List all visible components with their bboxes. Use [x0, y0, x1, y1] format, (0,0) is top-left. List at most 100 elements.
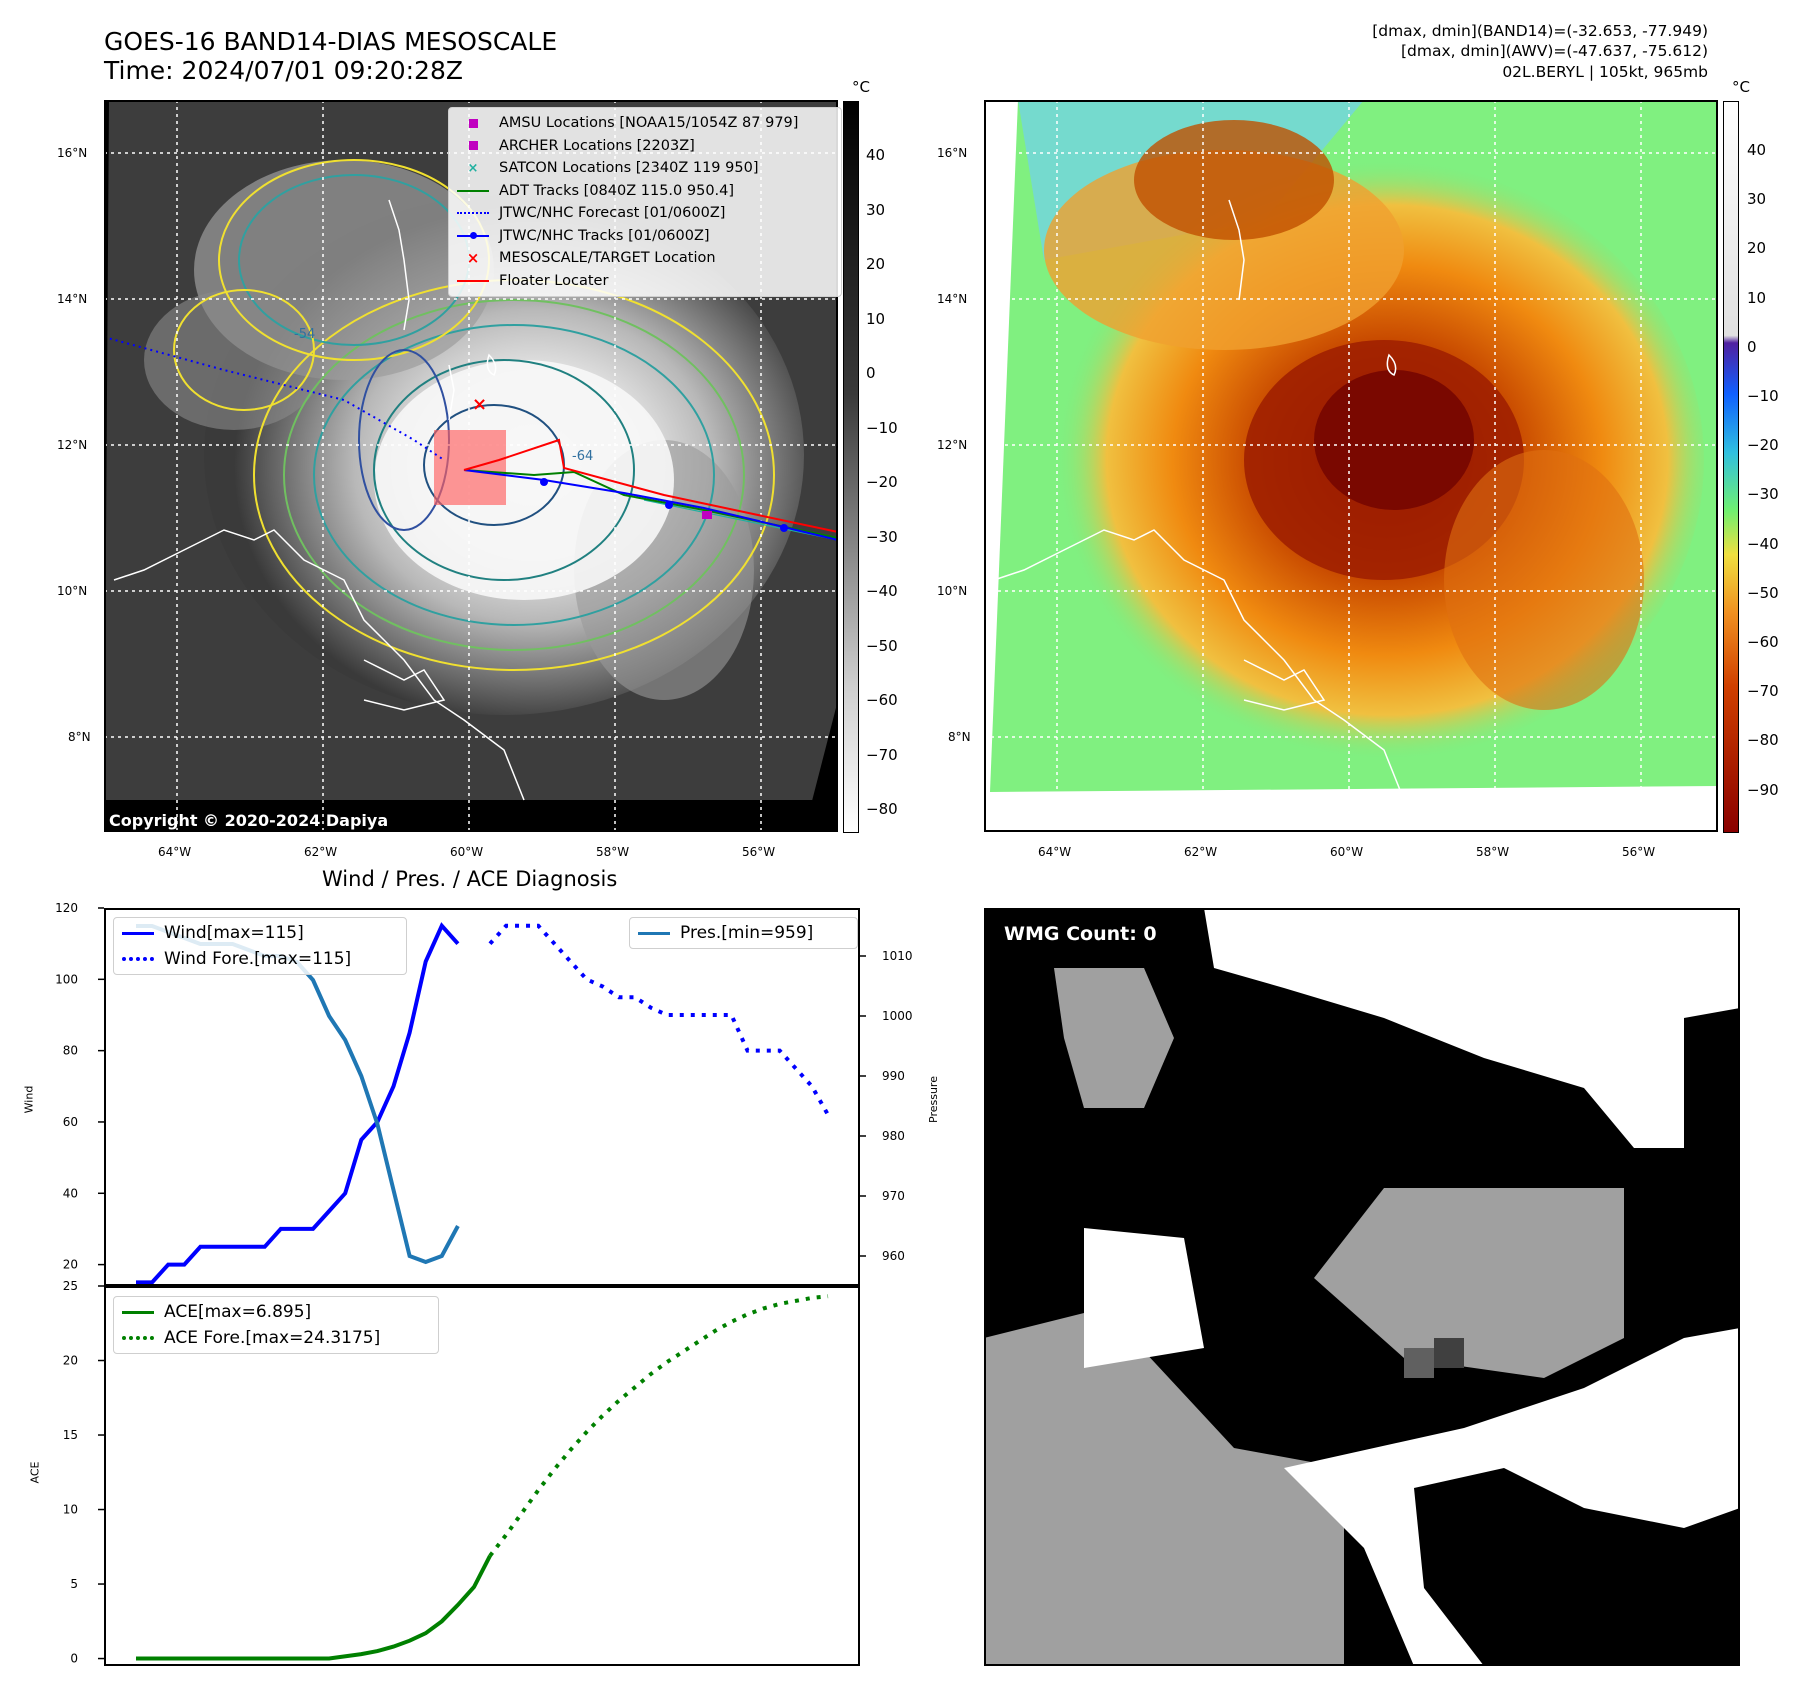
- wind-pressure-ytick-right-label: 1010: [882, 949, 913, 963]
- legend-label-wind-forecast: Wind Fore.[max=115]: [164, 949, 352, 969]
- ir-lon-tick-60w: 60°W: [450, 845, 484, 859]
- ir-colorbar-tick: 40: [866, 146, 886, 164]
- wind-pressure-ytick-right-label: 970: [882, 1189, 905, 1203]
- ir-colorbar-tick: −10: [866, 418, 898, 437]
- ir-satellite-panel: × -54 -64 AMSU Locations [NOAA15/1054Z 8…: [103, 100, 842, 832]
- wind-legend: Wind[max=115] Wind Fore.[max=115]: [113, 917, 407, 975]
- ir-lat-tick-14n: 14°N: [57, 292, 88, 306]
- ace-ytick-label: 5: [70, 1577, 78, 1591]
- wind-pressure-ytick-label: 120: [55, 901, 78, 915]
- svg-text:×: ×: [472, 394, 487, 415]
- legend-item-pressure: Pres.[min=959]: [636, 920, 851, 946]
- awv-colorbar-tick: −40: [1747, 534, 1779, 553]
- awv-colorbar-tick: 40: [1747, 141, 1767, 159]
- legend-item-archer: ARCHER Locations [2203Z]: [455, 135, 835, 158]
- ace-ytick-label: 25: [63, 1279, 78, 1293]
- ir-lat-tick-8n: 8°N: [68, 730, 91, 744]
- wind-pressure-ytick-label: 80: [63, 1044, 78, 1058]
- awv-panel-frame: [984, 100, 1718, 832]
- ace-series-line: [488, 1294, 829, 1558]
- ir-colorbar-tick: −60: [866, 691, 898, 709]
- awv-lat-tick-14n: 14°N: [937, 292, 968, 306]
- legend-label-wind: Wind[max=115]: [164, 923, 304, 943]
- awv-colorbar-tick: −60: [1747, 633, 1779, 651]
- wind-pressure-series-line: [136, 924, 460, 1265]
- ir-colorbar-tick: −80: [866, 800, 898, 818]
- legend-item-ace: ACE[max=6.895]: [120, 1299, 432, 1325]
- awv-lon-tick-64w: 64°W: [1038, 845, 1072, 859]
- diagnosis-chart-area: 20 40 60 80 100 120 960 970 980 990 1000 1010 0 5 10 15…: [55, 901, 913, 1666]
- ir-lon-tick-62w: 62°W: [304, 845, 338, 859]
- ir-lon-tick-64w: 64°W: [158, 845, 192, 859]
- figure-title-line1: GOES-16 BAND14-DIAS MESOSCALE: [104, 27, 558, 56]
- legend-label-satcon: SATCON Locations [2340Z 119 950]: [499, 160, 759, 177]
- legend-label-pressure: Pres.[min=959]: [680, 923, 814, 943]
- ir-colorbar-tick: −70: [866, 745, 898, 764]
- awv-satellite-panel: [984, 100, 1718, 832]
- wmg-panel: WMG Count: 0: [984, 908, 1740, 1666]
- legend-item-wind-forecast: Wind Fore.[max=115]: [120, 946, 400, 972]
- ir-colorbar: [843, 101, 859, 833]
- info-line1: [dmax, dmin](BAND14)=(-32.653, -77.949): [1372, 22, 1708, 40]
- legend-label-tracks: JTWC/NHC Tracks [01/0600Z]: [499, 227, 710, 244]
- legend-item-floater: Floater Locater: [455, 270, 835, 293]
- wind-pressure-ytick-right-label: 1000: [882, 1009, 913, 1023]
- wind-pressure-frame: [104, 908, 860, 1286]
- ir-panel-frame: [104, 100, 838, 832]
- awv-lon-tick-60w: 60°W: [1330, 845, 1364, 859]
- ir-colorbar-tick: −50: [866, 636, 898, 655]
- awv-colorbar: [1723, 101, 1739, 833]
- legend-item-tracks: JTWC/NHC Tracks [01/0600Z]: [455, 225, 835, 248]
- ir-lat-tick-16n: 16°N: [57, 146, 88, 160]
- wind-pressure-series-line: [488, 923, 830, 1116]
- wmg-image: [984, 908, 1740, 1666]
- legend-item-ace-forecast: ACE Fore.[max=24.3175]: [120, 1325, 432, 1351]
- ir-colorbar-tick: 10: [866, 309, 886, 328]
- ir-colorbar-unit: °C: [852, 78, 870, 96]
- wind-pressure-ytick-right-label: 990: [882, 1069, 905, 1083]
- legend-item-satcon: × SATCON Locations [2340Z 119 950]: [467, 160, 759, 177]
- awv-colorbar-tick: −90: [1747, 780, 1779, 799]
- legend-item-adt: ADT Tracks [0840Z 115.0 950.4]: [455, 180, 835, 203]
- awv-satellite-image: [984, 100, 1718, 832]
- ir-legend: AMSU Locations [NOAA15/1054Z 87 979] ARC…: [448, 107, 842, 297]
- diagnosis-title: Wind / Pres. / ACE Diagnosis: [322, 867, 618, 891]
- ir-colorbar-tick: 20: [866, 255, 886, 273]
- ir-colorbar-tick: 30: [866, 200, 886, 219]
- ir-colorbar-tick: −40: [866, 582, 898, 600]
- awv-colorbar-tick: −70: [1747, 682, 1779, 701]
- awv-lon-tick-58w: 58°W: [1476, 845, 1510, 859]
- legend-label-ace: ACE[max=6.895]: [164, 1302, 312, 1322]
- awv-lon-tick-62w: 62°W: [1184, 845, 1218, 859]
- legend-label-adt: ADT Tracks [0840Z 115.0 950.4]: [499, 182, 735, 199]
- ir-colorbar-tick: −30: [866, 527, 898, 546]
- ace-ytick-label: 15: [63, 1428, 78, 1442]
- ace-ytick-label: 0: [70, 1652, 78, 1666]
- copyright-text: Copyright © 2020-2024 Dapiya: [109, 811, 389, 830]
- awv-lat-tick-12n: 12°N: [937, 438, 968, 452]
- legend-item-target: × MESOSCALE/TARGET Location: [466, 249, 716, 268]
- ir-colorbar-tick: −20: [866, 473, 898, 491]
- figure-title-line2: Time: 2024/07/01 09:20:28Z: [104, 56, 463, 85]
- ir-lon-tick-58w: 58°W: [596, 845, 630, 859]
- awv-colorbar-tick: −80: [1747, 731, 1779, 750]
- awv-colorbar-tick: 0: [1747, 337, 1757, 356]
- pressure-axis-label: Pressure: [926, 1076, 940, 1123]
- ace-axis-label: ACE: [28, 1461, 42, 1484]
- awv-lon-tick-56w: 56°W: [1622, 845, 1656, 859]
- wind-axis-label: Wind: [22, 1085, 36, 1114]
- pressure-legend: Pres.[min=959]: [629, 917, 858, 949]
- wind-pressure-ytick-label: 100: [55, 972, 78, 986]
- ace-ytick-label: 10: [63, 1503, 78, 1517]
- ace-series-line: [136, 1554, 492, 1661]
- ir-lon-tick-56w: 56°W: [742, 845, 776, 859]
- legend-item-wind: Wind[max=115]: [120, 920, 400, 946]
- wind-pressure-ytick-label: 40: [63, 1186, 78, 1200]
- awv-colorbar-tick: −20: [1747, 436, 1779, 455]
- contour-label-2: -64: [572, 449, 593, 464]
- ace-frame: [104, 1286, 860, 1666]
- awv-lat-tick-10n: 10°N: [937, 584, 968, 598]
- wind-pressure-ytick-label: 60: [63, 1115, 78, 1129]
- awv-colorbar-tick: −50: [1747, 583, 1779, 602]
- wind-pressure-ytick-label: 20: [63, 1258, 78, 1272]
